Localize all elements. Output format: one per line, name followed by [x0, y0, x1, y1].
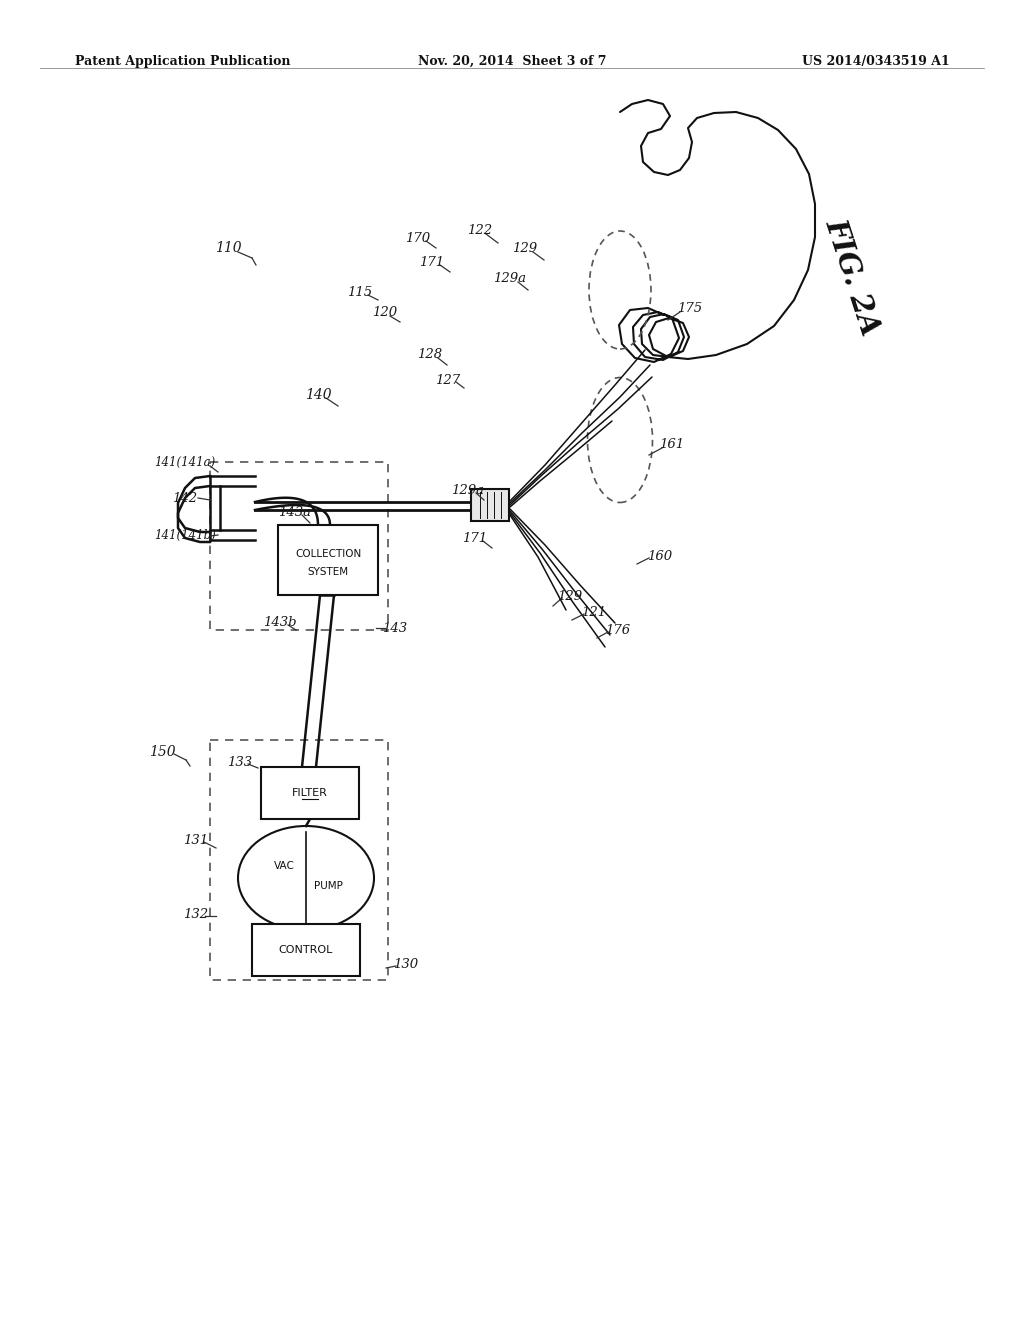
Text: 176: 176: [605, 623, 631, 636]
Text: 122: 122: [467, 223, 493, 236]
Text: PUMP: PUMP: [313, 880, 342, 891]
Text: 143b: 143b: [263, 615, 297, 628]
Text: 130: 130: [393, 958, 419, 972]
Text: 121: 121: [582, 606, 606, 619]
Text: 175: 175: [678, 301, 702, 314]
Text: 170: 170: [406, 231, 430, 244]
Text: 140: 140: [305, 388, 332, 403]
Text: 110: 110: [215, 242, 242, 255]
Text: 128: 128: [418, 348, 442, 362]
Text: FILTER: FILTER: [292, 788, 328, 799]
Text: Nov. 20, 2014  Sheet 3 of 7: Nov. 20, 2014 Sheet 3 of 7: [418, 55, 606, 69]
Text: 133: 133: [227, 755, 253, 768]
Text: 129a: 129a: [452, 483, 484, 496]
Text: 142: 142: [172, 491, 198, 504]
Text: VAC: VAC: [273, 861, 295, 871]
Text: 129a: 129a: [494, 272, 526, 285]
Text: 115: 115: [347, 285, 373, 298]
Text: US 2014/0343519 A1: US 2014/0343519 A1: [802, 55, 950, 69]
Text: 150: 150: [148, 744, 175, 759]
FancyBboxPatch shape: [252, 924, 360, 975]
Text: 129: 129: [512, 242, 538, 255]
Text: 127: 127: [435, 374, 461, 387]
Text: 120: 120: [373, 305, 397, 318]
Text: 131: 131: [183, 833, 209, 846]
Text: Patent Application Publication: Patent Application Publication: [75, 55, 291, 69]
Text: SYSTEM: SYSTEM: [307, 568, 348, 577]
Text: FIG. 2A: FIG. 2A: [820, 215, 885, 339]
FancyBboxPatch shape: [278, 525, 378, 595]
FancyBboxPatch shape: [471, 488, 509, 521]
Text: 171: 171: [463, 532, 487, 544]
Text: 161: 161: [659, 438, 685, 451]
Text: 143: 143: [382, 622, 408, 635]
FancyBboxPatch shape: [261, 767, 359, 818]
Text: 141(141a): 141(141a): [155, 455, 216, 469]
Text: 129: 129: [557, 590, 583, 602]
Text: 141(141b): 141(141b): [155, 528, 216, 541]
Text: CONTROL: CONTROL: [279, 945, 333, 954]
Text: 132: 132: [183, 908, 209, 921]
Text: COLLECTION: COLLECTION: [295, 549, 361, 558]
Text: 160: 160: [647, 549, 673, 562]
Text: 143a: 143a: [279, 506, 311, 519]
Text: 171: 171: [420, 256, 444, 268]
